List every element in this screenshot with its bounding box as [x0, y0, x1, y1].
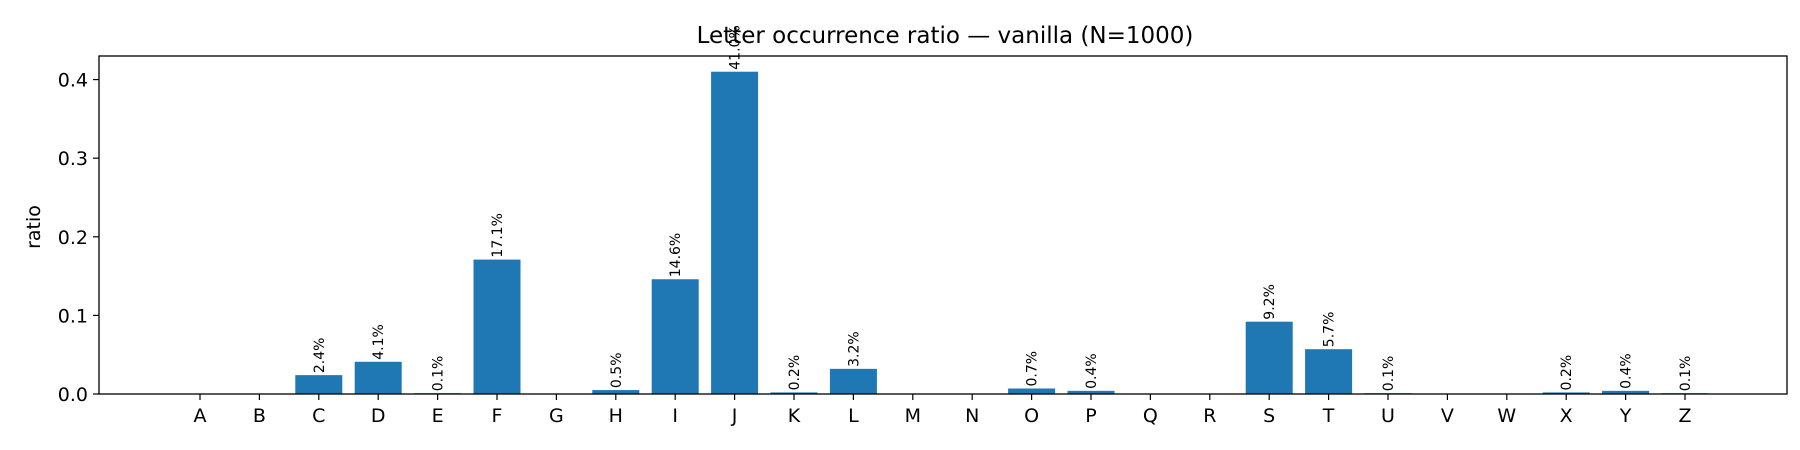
x-tick-label-d: D	[371, 405, 386, 427]
y-tick-label: 0.0	[58, 384, 88, 406]
x-axis: A B C D E F G H I J K L M N O P Q R S T U V W X Y Z	[194, 394, 1692, 427]
x-tick-label-a: A	[194, 405, 207, 427]
bar-p	[1067, 390, 1115, 394]
x-tick-label-q: Q	[1143, 405, 1158, 427]
data-label-p: 0.4%	[1084, 353, 1100, 389]
plot-frame	[98, 55, 1788, 395]
y-tick-label: 0.4	[58, 70, 88, 92]
x-tick-label-g: G	[549, 405, 564, 427]
bar-y	[1602, 390, 1650, 394]
x-tick-label-m: M	[905, 405, 921, 427]
chart-title: Letter occurrence ratio — vanilla (N=100…	[697, 23, 1194, 49]
data-label-o: 0.7%	[1025, 351, 1041, 387]
data-label-x: 0.2%	[1559, 355, 1575, 391]
x-tick-label-n: N	[965, 405, 979, 427]
bar-o	[1008, 388, 1056, 394]
y-tick-label: 0.3	[58, 148, 88, 170]
y-tick-label: 0.2	[58, 227, 88, 249]
bar-h	[592, 390, 640, 394]
x-tick-label-f: F	[492, 405, 503, 427]
x-tick-label-y: Y	[1619, 405, 1632, 427]
x-tick-label-v: V	[1441, 405, 1454, 427]
y-axis: 0.0 0.1 0.2 0.3 0.4	[58, 70, 99, 406]
x-tick-label-r: R	[1203, 405, 1216, 427]
bars-group	[295, 71, 1709, 394]
bar-l	[829, 368, 877, 394]
bar-c	[295, 375, 343, 394]
x-tick-label-u: U	[1381, 405, 1395, 427]
x-tick-label-x: X	[1560, 405, 1573, 427]
x-tick-label-b: B	[253, 405, 266, 427]
data-label-d: 4.1%	[371, 324, 387, 360]
data-label-k: 0.2%	[787, 355, 803, 391]
bar-i	[651, 279, 699, 394]
data-label-s: 9.2%	[1262, 284, 1278, 320]
data-label-j: 41.0%	[728, 25, 744, 69]
x-tick-label-h: H	[609, 405, 623, 427]
bar-j	[711, 71, 759, 394]
x-tick-label-e: E	[432, 405, 444, 427]
data-labels-group: 2.4% 4.1% 0.1% 17.1% 0.5% 14.6% 41.0% 0.2% 3.2% 0…	[312, 25, 1694, 391]
x-tick-label-j: J	[731, 405, 738, 427]
x-tick-label-p: P	[1085, 405, 1096, 427]
x-tick-label-w: W	[1497, 405, 1516, 427]
x-tick-label-z: Z	[1678, 405, 1691, 427]
x-tick-label-l: L	[848, 405, 859, 427]
data-label-t: 5.7%	[1322, 312, 1338, 348]
x-tick-label-i: I	[672, 405, 678, 427]
bar-k	[770, 392, 818, 394]
data-label-f: 17.1%	[490, 213, 506, 257]
bar-t	[1305, 349, 1353, 394]
data-label-h: 0.5%	[609, 352, 625, 388]
bar-x	[1542, 392, 1590, 394]
x-tick-label-k: K	[788, 405, 801, 427]
bar-d	[354, 361, 402, 394]
bar-s	[1245, 321, 1293, 394]
data-label-l: 3.2%	[846, 331, 862, 367]
data-label-u: 0.1%	[1381, 356, 1397, 392]
x-tick-label-s: S	[1263, 405, 1275, 427]
data-label-z: 0.1%	[1678, 356, 1694, 392]
y-tick-label: 0.1	[58, 305, 88, 327]
x-tick-label-o: O	[1024, 405, 1039, 427]
data-label-c: 2.4%	[312, 338, 328, 374]
data-label-y: 0.4%	[1619, 353, 1635, 389]
y-axis-title: ratio	[23, 205, 45, 249]
data-label-i: 14.6%	[668, 233, 684, 277]
x-tick-label-c: C	[312, 405, 325, 427]
data-label-e: 0.1%	[431, 356, 447, 392]
bar-f	[473, 259, 521, 394]
x-tick-label-t: T	[1322, 405, 1335, 427]
